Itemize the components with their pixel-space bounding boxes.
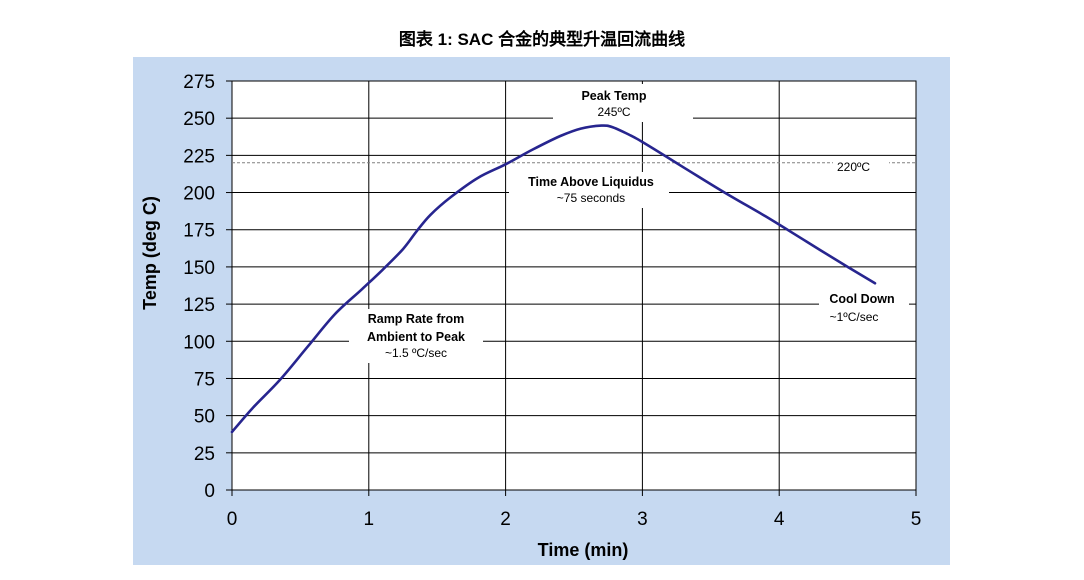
x-tick-label-4: 4: [774, 509, 785, 530]
ramp-label-line3: ~1.5 ºC/sec: [385, 346, 447, 360]
ref-label-background: [833, 158, 889, 176]
ramp-label-line2: Ambient to Peak: [367, 330, 465, 344]
y-tick-label-50: 50: [194, 407, 215, 428]
y-tick-label-25: 25: [194, 444, 215, 465]
ramp-label-line1: Ramp Rate from: [368, 312, 465, 326]
tal-label-line2: ~75 seconds: [557, 191, 625, 205]
y-tick-label-75: 75: [194, 369, 215, 390]
x-tick-label-1: 1: [364, 509, 375, 530]
tal-label-line1: Time Above Liquidus: [528, 175, 654, 189]
x-tick-label-0: 0: [227, 509, 238, 530]
temperature-curve: [230, 124, 877, 434]
tal-label-background: [509, 172, 669, 208]
annotation-backgrounds: [349, 84, 909, 363]
x-axis-label: Time (min): [538, 540, 629, 560]
plot-area: [231, 80, 917, 491]
x-tick-label-2: 2: [500, 509, 511, 530]
ramp-label-background: [349, 309, 483, 363]
cool-label-background: [819, 289, 909, 327]
y-tick-label-100: 100: [183, 332, 215, 353]
y-tick-label-250: 250: [183, 109, 215, 130]
peak-label-line1: Peak Temp: [581, 89, 646, 103]
ref-line-label: 220ºC: [837, 160, 870, 174]
cool-label-line2: ~1ºC/sec: [830, 310, 879, 324]
y-tick-label-200: 200: [183, 184, 215, 205]
y-tick-label-175: 175: [183, 221, 215, 242]
reflow-profile-chart: 0 25 50 75 100 125 150 175 200 225 250 275 0 1 2 3 4 5 22…: [133, 57, 950, 565]
x-tick-label-3: 3: [637, 509, 648, 530]
axis-ticks: 0 25 50 75 100 125 150 175 200 225 250 275 0 1 2 3 4 5: [183, 72, 921, 530]
cool-label-line1: Cool Down: [829, 292, 894, 306]
figure-caption: 图表 1: SAC 合金的典型升温回流曲线: [398, 30, 686, 49]
y-axis-label: Temp (deg C): [140, 196, 160, 310]
y-tick-label-275: 275: [183, 72, 215, 93]
y-tick-label-150: 150: [183, 258, 215, 279]
x-tick-label-5: 5: [911, 509, 922, 530]
peak-label-line2: 245ºC: [597, 105, 630, 119]
peak-label-background: [553, 84, 693, 122]
y-tick-label-125: 125: [183, 295, 215, 316]
chart-panel: 0 25 50 75 100 125 150 175 200 225 250 275 0 1 2 3 4 5 22…: [133, 57, 950, 565]
y-tick-label-225: 225: [183, 146, 215, 167]
y-tick-label-0: 0: [204, 481, 215, 502]
